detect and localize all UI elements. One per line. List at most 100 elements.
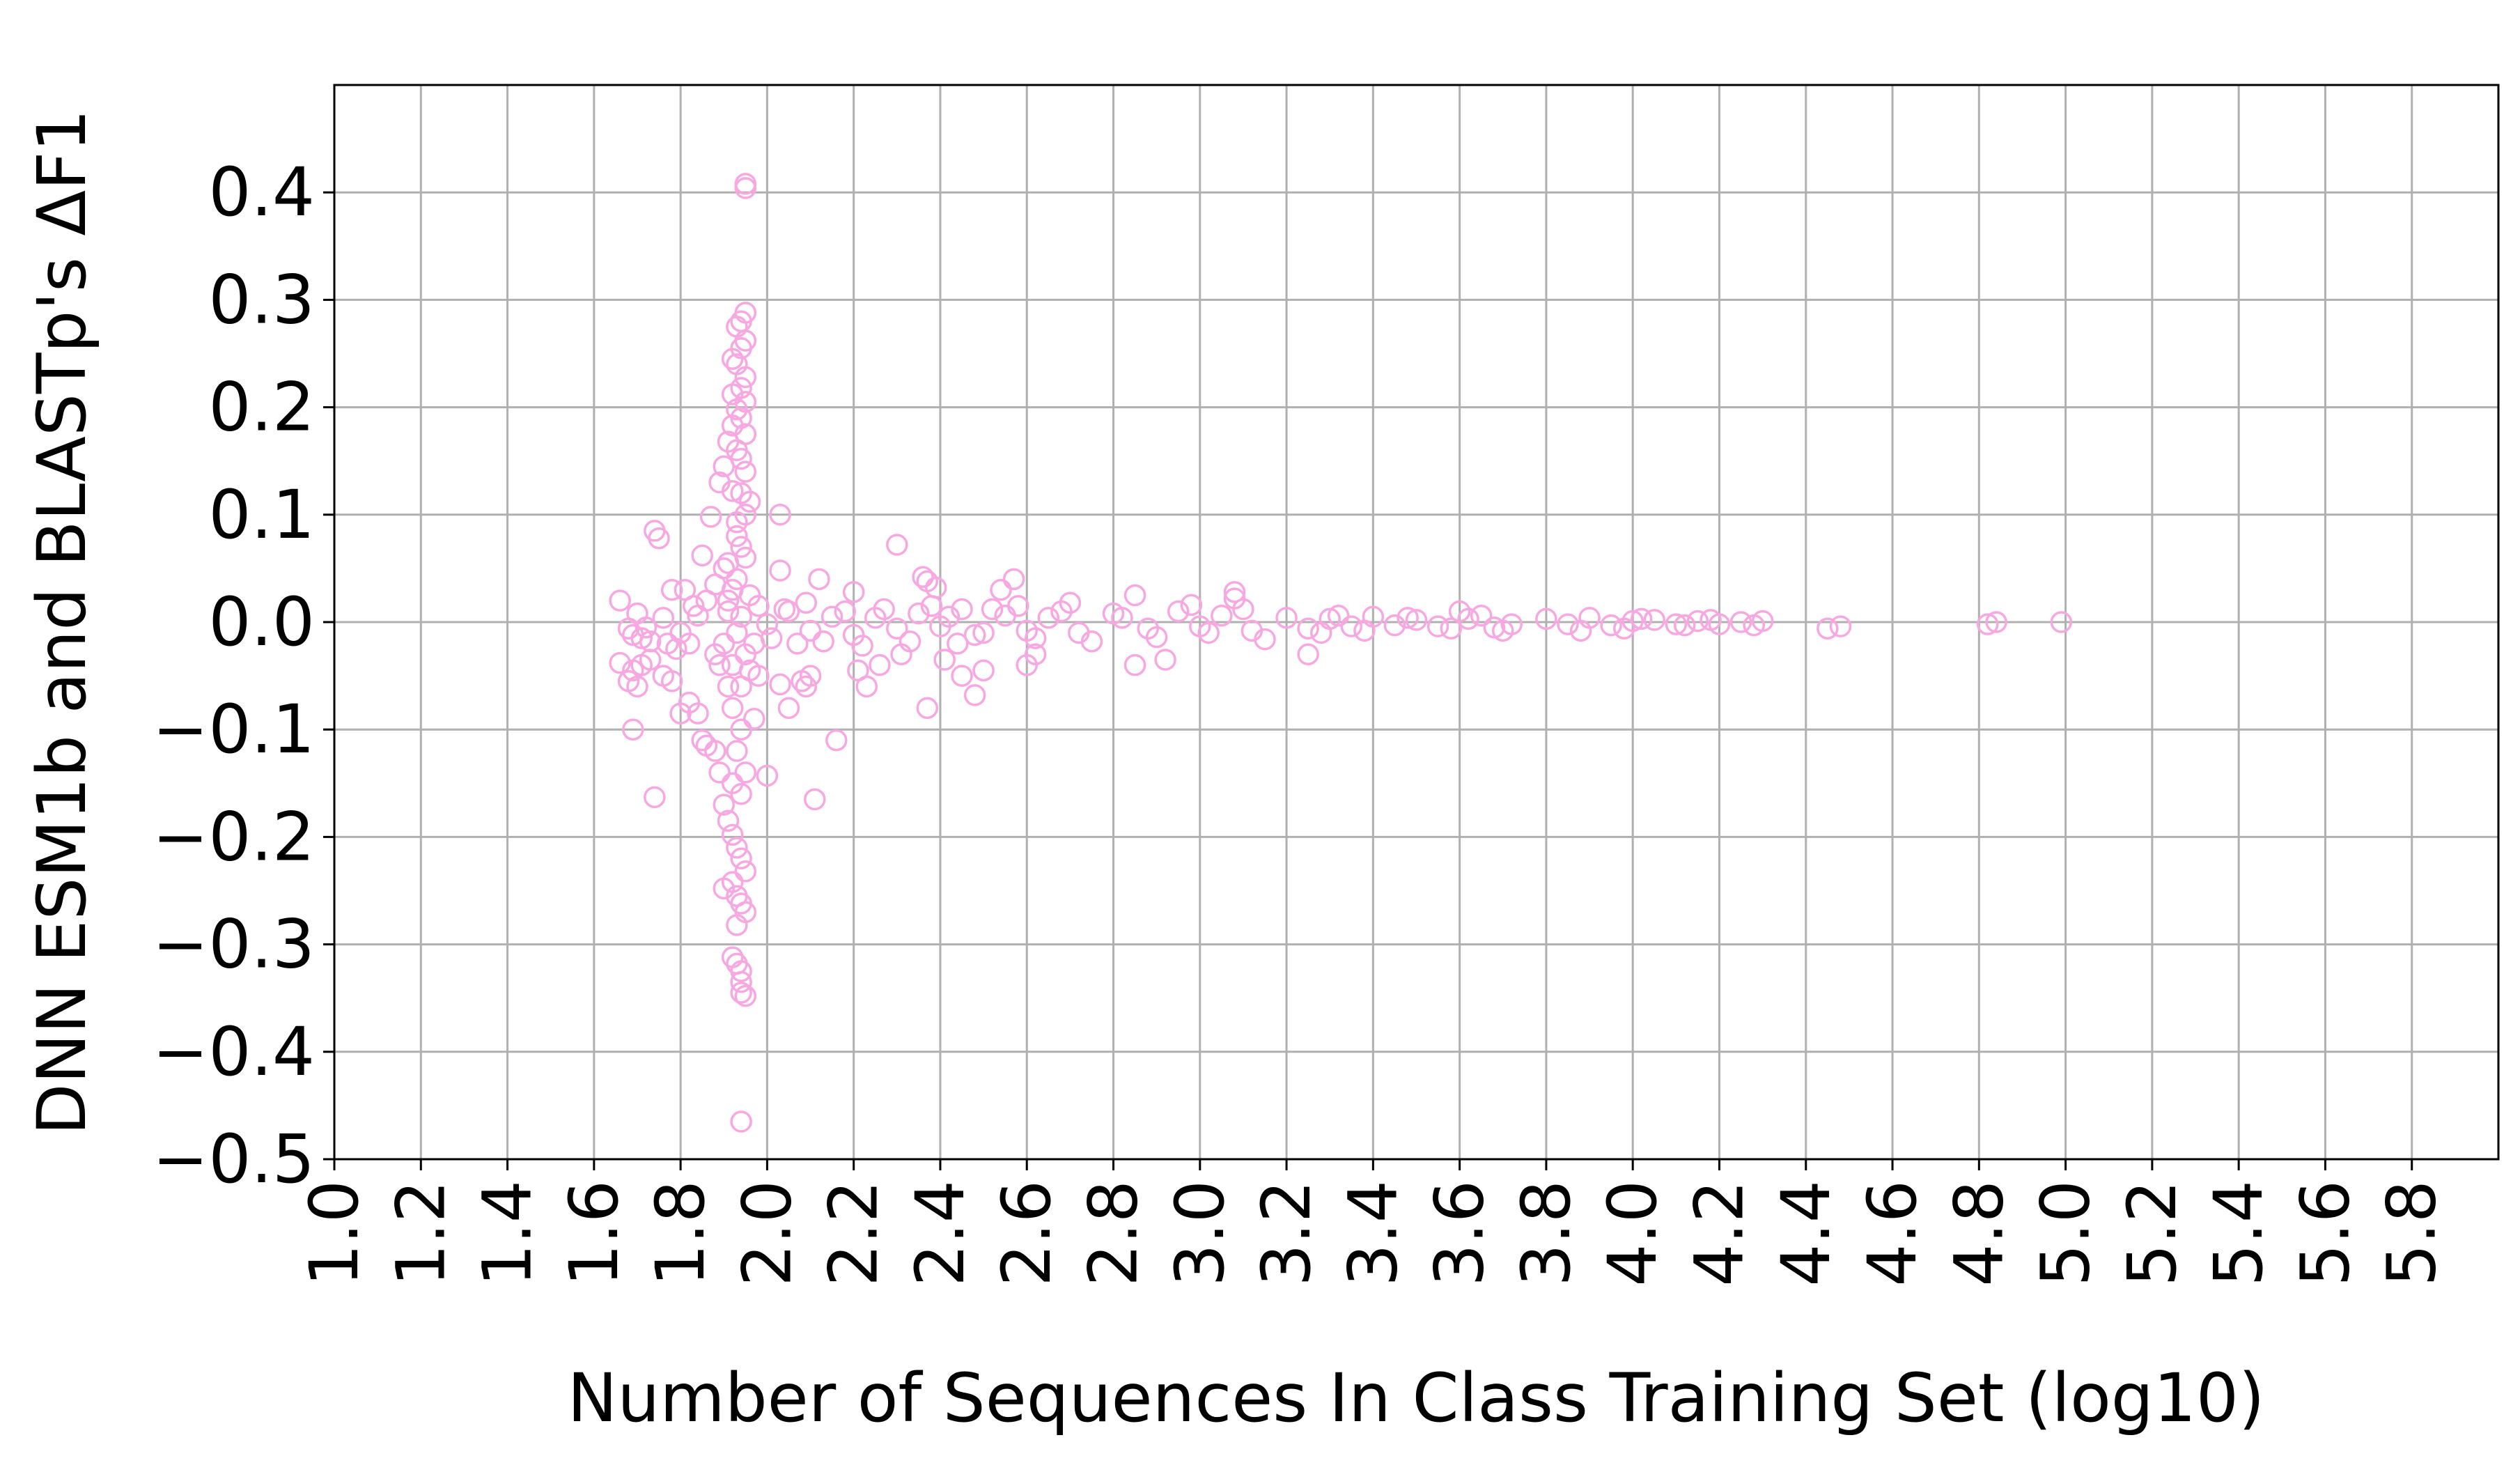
data-point bbox=[1665, 613, 1688, 635]
y-tick-label: −0.4 bbox=[153, 1013, 315, 1091]
x-tick-label: 1.8 bbox=[641, 1180, 720, 1287]
data-point bbox=[1254, 628, 1276, 651]
data-point bbox=[795, 591, 818, 614]
data-point bbox=[760, 627, 783, 649]
data-point bbox=[721, 383, 744, 405]
x-tick-label: 3.6 bbox=[1421, 1180, 1499, 1287]
data-point bbox=[660, 670, 683, 692]
data-point bbox=[1111, 607, 1133, 629]
x-tick-label: 1.6 bbox=[555, 1180, 633, 1287]
data-point bbox=[734, 546, 757, 569]
data-point bbox=[691, 544, 713, 567]
x-tick-label: 4.0 bbox=[1594, 1180, 1672, 1287]
data-point bbox=[726, 568, 748, 591]
data-point bbox=[756, 764, 779, 787]
data-point bbox=[972, 621, 995, 644]
data-point bbox=[713, 877, 736, 900]
data-point bbox=[2050, 611, 2073, 633]
data-point bbox=[851, 635, 873, 657]
data-point bbox=[972, 659, 995, 682]
data-point bbox=[756, 613, 779, 635]
x-tick-label: 1.4 bbox=[469, 1180, 547, 1287]
data-point bbox=[1600, 614, 1622, 637]
data-point bbox=[773, 598, 796, 621]
y-tick-label: −0.3 bbox=[153, 906, 315, 984]
x-axis-title: Number of Sequences In Class Training Se… bbox=[568, 1359, 2265, 1437]
data-point bbox=[990, 578, 1012, 601]
data-point bbox=[704, 740, 726, 762]
data-point bbox=[786, 633, 809, 655]
data-point bbox=[1470, 604, 1493, 627]
data-point bbox=[1180, 594, 1203, 617]
data-point bbox=[639, 649, 662, 671]
data-point bbox=[799, 665, 822, 687]
data-point bbox=[1211, 604, 1233, 627]
data-point bbox=[721, 480, 744, 502]
x-tick-label: 3.2 bbox=[1247, 1180, 1325, 1287]
x-tick-label: 2.0 bbox=[728, 1180, 806, 1287]
data-point bbox=[734, 860, 757, 883]
data-point bbox=[1643, 609, 1666, 631]
data-points bbox=[609, 173, 2073, 1133]
data-point bbox=[1024, 627, 1047, 649]
data-point bbox=[1123, 584, 1146, 607]
data-point bbox=[834, 600, 857, 623]
data-point bbox=[1353, 619, 1376, 642]
data-point bbox=[886, 617, 908, 640]
data-point bbox=[665, 637, 687, 660]
data-point bbox=[1145, 626, 1168, 649]
x-tick-label: 1.2 bbox=[382, 1180, 460, 1287]
data-point bbox=[717, 809, 740, 832]
data-point bbox=[804, 788, 826, 811]
data-point bbox=[1232, 598, 1254, 621]
x-tick-label: 4.6 bbox=[1853, 1180, 1931, 1287]
y-tick-label: 0.2 bbox=[208, 369, 315, 447]
data-point bbox=[626, 675, 648, 698]
data-point bbox=[981, 598, 1004, 621]
data-point bbox=[635, 616, 658, 639]
data-point bbox=[1985, 611, 2007, 633]
x-tick-label: 2.2 bbox=[815, 1180, 893, 1287]
data-point bbox=[1002, 568, 1025, 591]
data-point bbox=[1327, 604, 1350, 627]
data-point bbox=[738, 659, 761, 682]
data-point bbox=[639, 630, 662, 653]
data-point bbox=[734, 366, 757, 389]
data-point bbox=[734, 177, 757, 199]
x-tick-label: 4.8 bbox=[1940, 1180, 2018, 1287]
x-tick-label: 2.4 bbox=[901, 1180, 979, 1287]
data-point bbox=[886, 534, 908, 556]
data-point bbox=[1674, 614, 1696, 637]
data-point bbox=[1440, 617, 1462, 640]
x-tick-label: 4.2 bbox=[1680, 1180, 1758, 1287]
data-point bbox=[1167, 600, 1190, 623]
x-tick-label: 5.2 bbox=[2113, 1180, 2191, 1287]
data-point bbox=[721, 697, 744, 720]
data-point bbox=[1310, 621, 1332, 644]
data-point bbox=[916, 697, 939, 720]
data-point bbox=[963, 684, 986, 706]
data-point bbox=[730, 482, 752, 504]
y-tick-label: 0.3 bbox=[208, 261, 315, 339]
data-point bbox=[726, 914, 748, 936]
data-point bbox=[726, 837, 748, 859]
data-point bbox=[687, 702, 709, 725]
data-point bbox=[1686, 610, 1709, 633]
data-point bbox=[890, 643, 912, 666]
data-point bbox=[963, 623, 986, 646]
data-point bbox=[1340, 615, 1363, 637]
y-tick-label: −0.5 bbox=[153, 1120, 315, 1198]
data-point bbox=[683, 595, 705, 617]
data-point bbox=[730, 718, 752, 741]
data-point bbox=[734, 460, 757, 483]
data-point bbox=[730, 782, 752, 805]
data-point bbox=[734, 643, 757, 666]
y-tick-label: 0.4 bbox=[208, 153, 315, 231]
y-axis-ticks: −0.5 −0.4 −0.3 −0.2 −0.1 0.0 0.1 0.2 0.3 0.4 bbox=[153, 153, 334, 1198]
data-point bbox=[947, 633, 969, 655]
data-point bbox=[730, 960, 752, 982]
data-point bbox=[869, 653, 891, 676]
y-tick-label: −0.1 bbox=[153, 690, 315, 768]
data-point bbox=[842, 581, 865, 603]
data-point bbox=[1037, 607, 1060, 629]
